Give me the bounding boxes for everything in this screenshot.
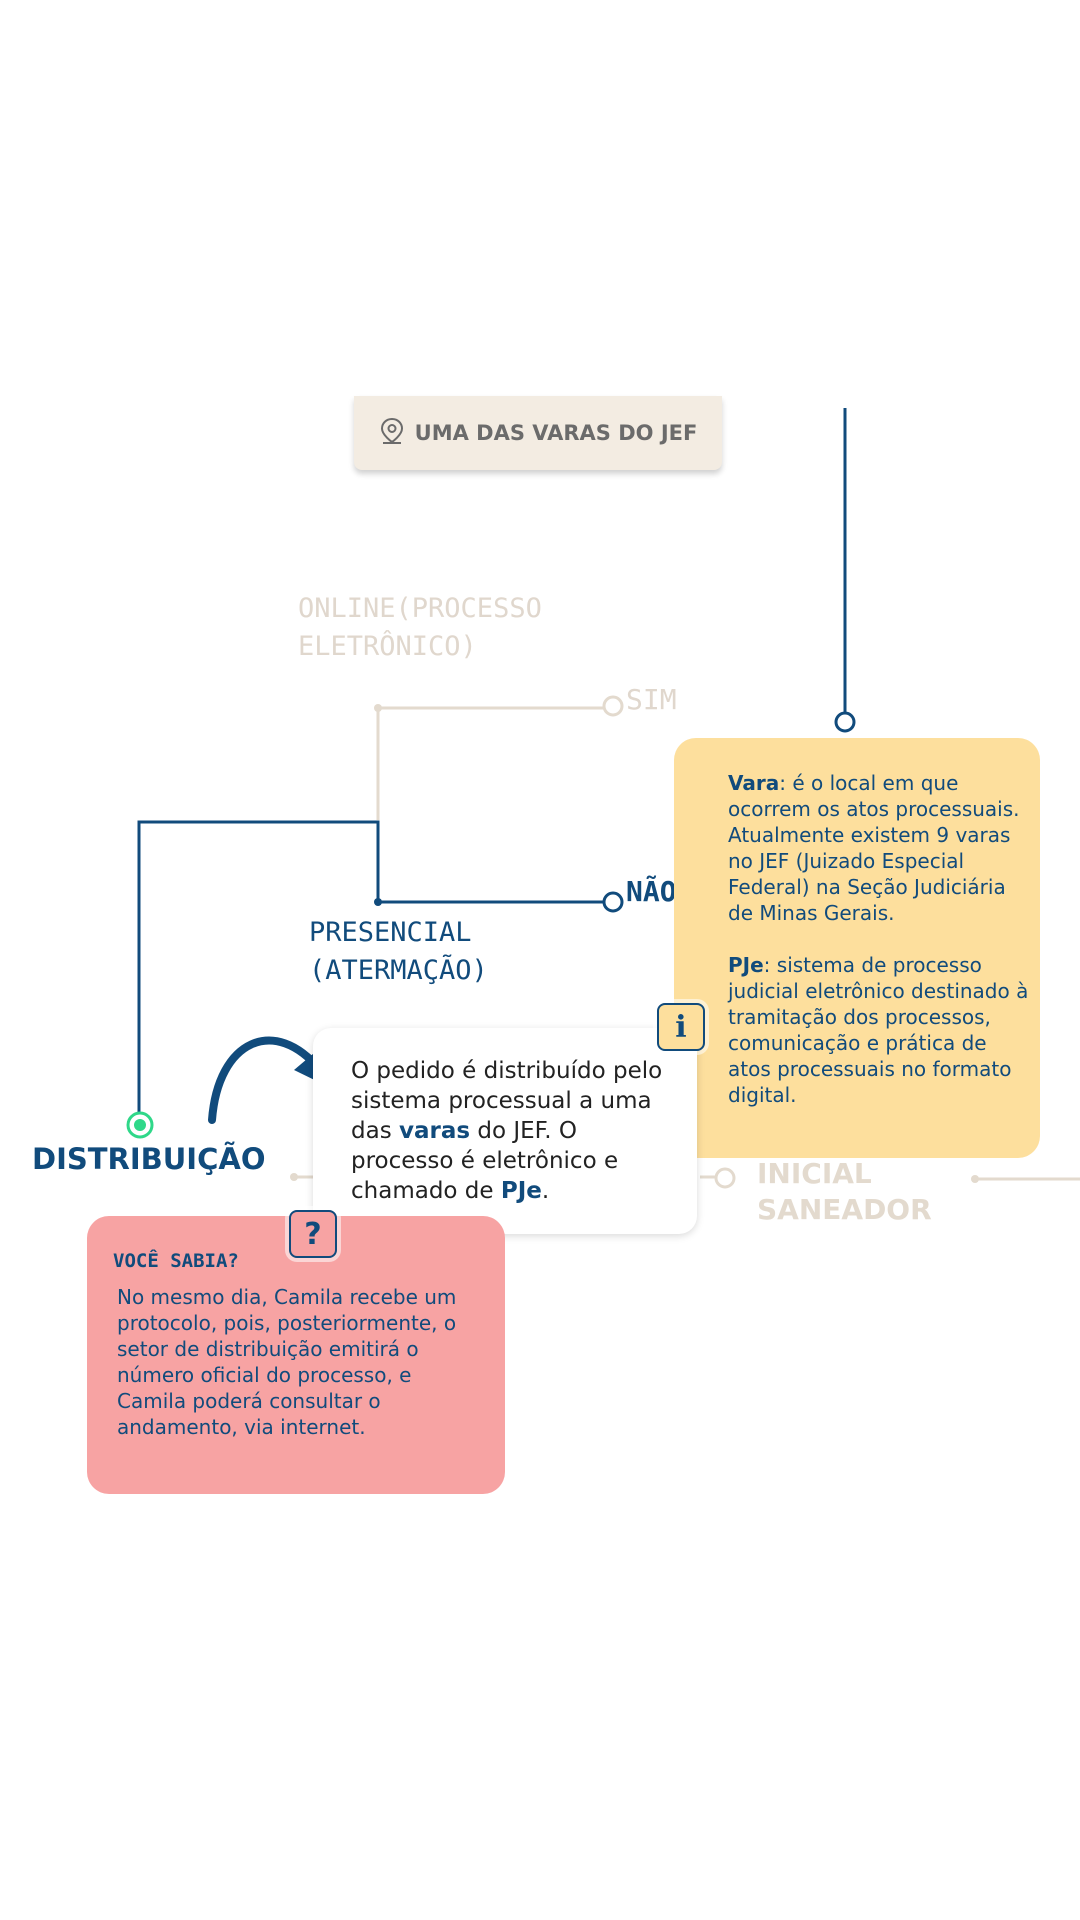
question-icon[interactable]: ? <box>289 1210 337 1258</box>
inicial-node <box>714 1167 736 1189</box>
info-icon[interactable]: i <box>657 1003 705 1051</box>
option-online[interactable]: ONLINE(PROCESSO ELETRÔNICO) <box>298 593 542 662</box>
step-distribuicao[interactable]: DISTRIBUIÇÃO <box>32 1142 266 1176</box>
voce-sabia-body: No mesmo dia, Camila recebe um protocolo… <box>117 1285 457 1439</box>
pje-definition: PJe: sistema de processo judicial eletrô… <box>728 953 1029 1107</box>
sim-node <box>602 695 624 717</box>
voce-sabia-card: VOCÊ SABIA? No mesmo dia, Camila recebe … <box>87 1216 505 1494</box>
location-card: UMA DAS VARAS DO JEF <box>354 396 722 470</box>
option-sim[interactable]: SIM <box>626 683 677 716</box>
location-label: UMA DAS VARAS DO JEF <box>414 421 698 445</box>
step-inicial-saneador[interactable]: INICIAL SANEADOR <box>757 1157 932 1226</box>
voce-sabia-title: VOCÊ SABIA? <box>113 1250 239 1272</box>
option-nao[interactable]: NÃO <box>626 875 677 908</box>
option-presencial[interactable]: PRESENCIAL (ATERMAÇÃO) <box>309 917 488 986</box>
map-pin-icon <box>379 417 405 450</box>
info-card: Vara: é o local em que ocorrem os atos p… <box>674 738 1040 1158</box>
vara-definition: Vara: é o local em que ocorrem os atos p… <box>728 771 1020 925</box>
nao-node <box>602 891 624 913</box>
distribuicao-description-card: O pedido é distribuído pelo sistema proc… <box>313 1028 697 1234</box>
curved-arrow-icon <box>208 1036 324 1124</box>
junction-dot <box>374 704 382 712</box>
top-node <box>834 711 856 733</box>
